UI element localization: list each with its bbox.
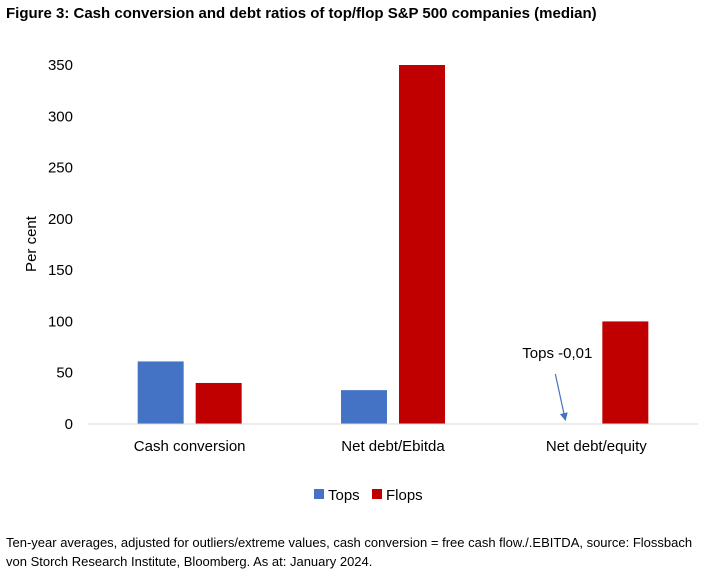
x-category-label-3: Net debt/equity [546, 438, 647, 455]
y-tick-label-300: 300 [48, 108, 73, 125]
bar-flops-2 [399, 65, 445, 424]
legend-label-tops: Tops [328, 487, 360, 504]
footnote: Ten-year averages, adjusted for outliers… [6, 535, 693, 569]
x-category-label-1: Cash conversion [134, 438, 246, 455]
y-tick-label-250: 250 [48, 160, 73, 177]
annotation-tops-net-debt-equity: Tops -0,01 [522, 345, 592, 421]
bar-chart: 0 50 100 150 200 250 300 350 Cash conversion Net… [23, 57, 698, 504]
y-tick-label-0: 0 [65, 416, 73, 433]
bar-tops-2 [341, 390, 387, 424]
bar-flops-3 [602, 321, 649, 424]
bar-flops-1 [195, 382, 242, 424]
annotation-label: Tops -0,01 [522, 345, 592, 362]
y-tick-label-50: 50 [56, 365, 73, 382]
legend-swatch-flops [372, 489, 382, 499]
legend-swatch-tops [314, 489, 324, 499]
x-category-label-2: Net debt/Ebitda [341, 438, 445, 455]
figure-title: Figure 3: Cash conversion and debt ratio… [6, 5, 597, 22]
legend-label-flops: Flops [386, 487, 423, 504]
legend: Tops Flops [314, 487, 423, 504]
bar-tops-1 [137, 361, 184, 424]
y-tick-label-150: 150 [48, 262, 73, 279]
y-tick-label-100: 100 [48, 313, 73, 330]
y-tick-label-350: 350 [48, 57, 73, 74]
y-tick-label-200: 200 [48, 211, 73, 228]
annotation-arrow [554, 373, 568, 421]
y-axis-title: Per cent [23, 215, 40, 272]
